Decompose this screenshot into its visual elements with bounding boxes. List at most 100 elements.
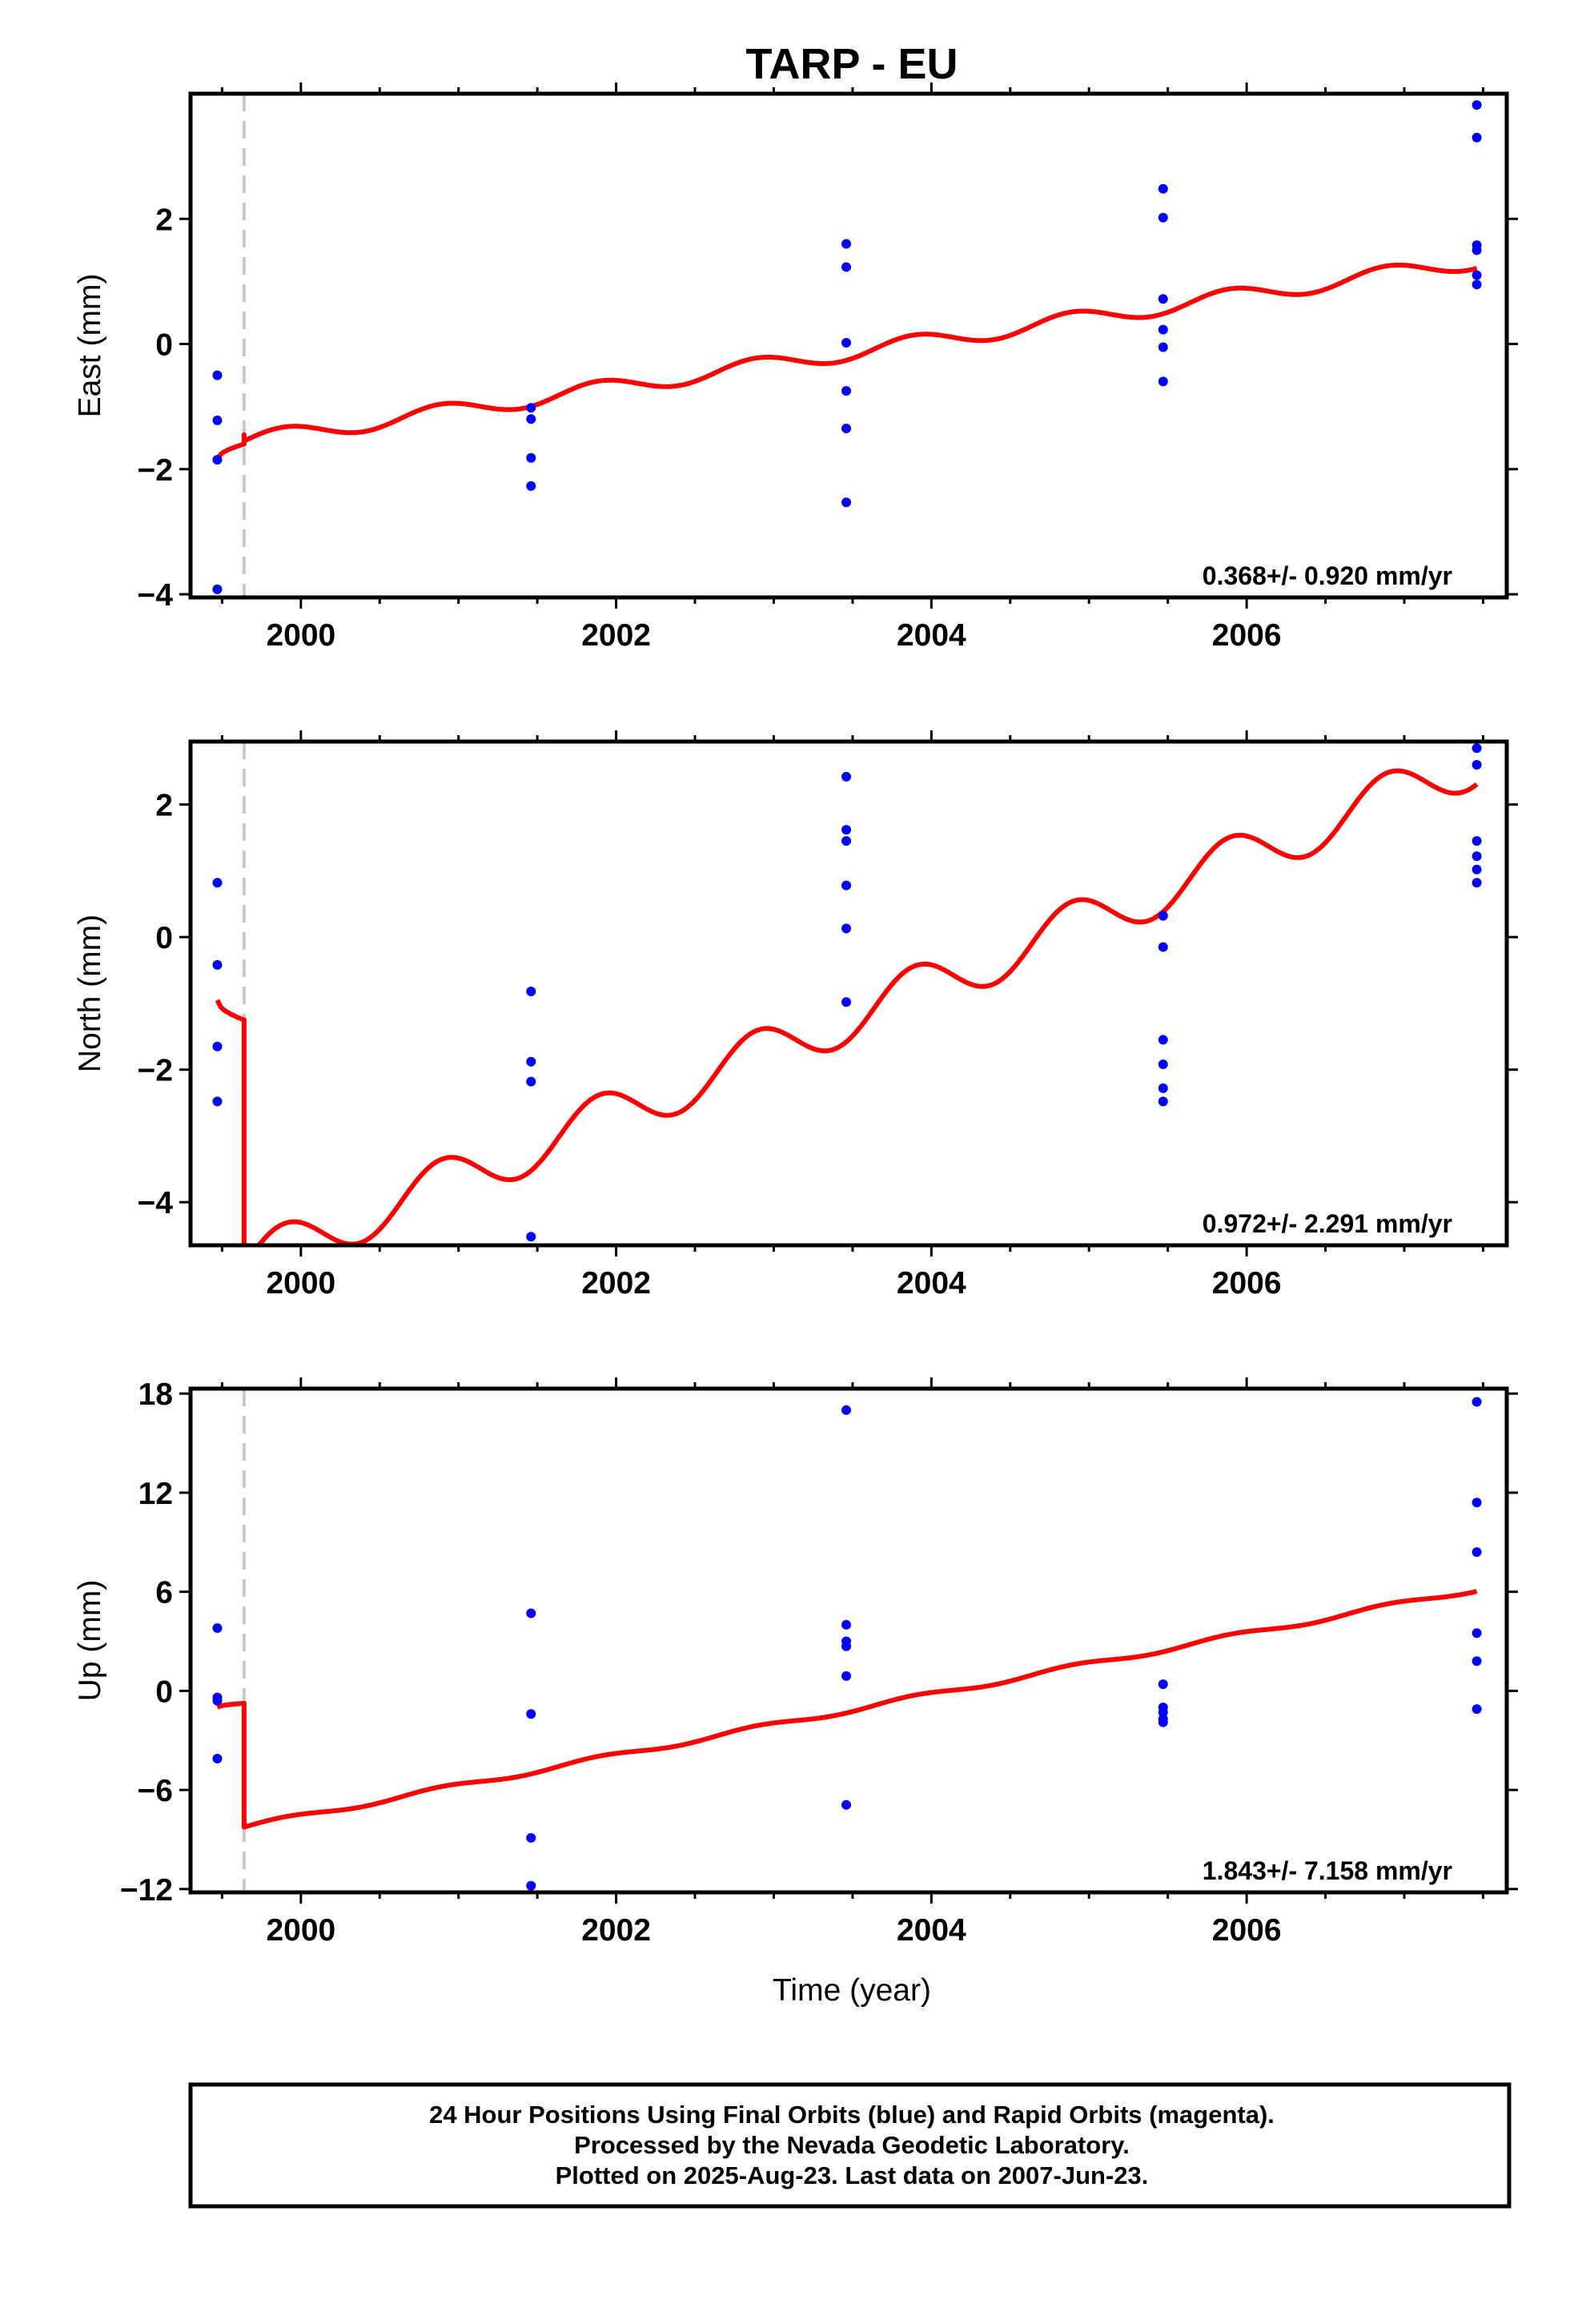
x-tick-label: 2000	[266, 618, 335, 653]
data-point	[212, 878, 223, 888]
data-point	[1158, 212, 1168, 223]
chart-title: TARP - EU	[745, 40, 958, 88]
east-panel: 2000 2002 2004 2006 −4 −2 0 2 East (mm) 0.368+/- …	[73, 82, 1518, 653]
data-point	[526, 1056, 536, 1067]
y-tick-label: 0	[155, 1675, 173, 1709]
data-point	[1472, 878, 1482, 888]
rate-label: 1.843+/- 7.158 mm/yr	[1203, 1856, 1452, 1885]
data-point	[212, 1695, 223, 1706]
plot-area	[212, 100, 1482, 594]
x-tick-label: 2002	[581, 618, 651, 653]
rate-label: 0.972+/- 2.291 mm/yr	[1203, 1209, 1452, 1238]
data-point	[526, 987, 536, 997]
x-tick-label: 2006	[1212, 618, 1282, 653]
data-point	[841, 825, 852, 835]
data-point	[212, 1096, 223, 1107]
data-point	[526, 480, 536, 491]
data-point	[841, 239, 852, 249]
data-point	[1472, 1397, 1482, 1407]
y-tick-label: 0	[155, 921, 173, 955]
y-tick-label: 0	[155, 328, 173, 363]
data-point	[1158, 1035, 1168, 1045]
x-tick-label: 2006	[1212, 1913, 1282, 1948]
data-point	[212, 1753, 223, 1763]
data-point	[1472, 1498, 1482, 1508]
footer-box	[188, 2082, 1512, 2209]
y-tick-label: −2	[138, 453, 173, 488]
data-point	[841, 880, 852, 891]
plot-frame	[188, 739, 1509, 1248]
data-point	[841, 1405, 852, 1415]
data-point	[1158, 942, 1168, 952]
plot-area	[212, 743, 1482, 1245]
data-point	[1158, 1096, 1168, 1107]
x-tick-label: 2000	[266, 1266, 335, 1301]
data-point	[1472, 1656, 1482, 1667]
data-point	[841, 337, 852, 348]
y-tick-label: −12	[120, 1873, 173, 1908]
data-point	[526, 1608, 536, 1618]
plot-area	[212, 1397, 1482, 1891]
data-point	[1158, 1717, 1168, 1727]
x-tick-label: 2004	[897, 1266, 966, 1301]
x-tick-label: 2004	[897, 1913, 966, 1948]
y-tick-label: 12	[139, 1477, 173, 1511]
y-tick-label: 2	[155, 789, 173, 823]
data-point	[1472, 864, 1482, 875]
data-point	[841, 1641, 852, 1651]
data-point	[212, 370, 223, 380]
data-point	[212, 959, 223, 970]
data-point	[1472, 132, 1482, 143]
x-axis-label: Time (year)	[773, 1973, 931, 2008]
up-panel: 2000 2002 2004 2006 −12 −6 0 6 12 18 Up (mm) 1.843+…	[73, 1377, 1518, 1948]
data-point	[1158, 1707, 1168, 1718]
data-point	[841, 923, 852, 934]
data-point	[1158, 1679, 1168, 1690]
data-point	[212, 584, 223, 594]
data-point	[841, 836, 852, 846]
data-point	[212, 415, 223, 425]
y-tick-label: −4	[138, 578, 174, 613]
model-line	[216, 1589, 1478, 1830]
data-point	[526, 1832, 536, 1843]
x-tick-label: 2002	[581, 1266, 651, 1301]
data-point	[841, 1799, 852, 1810]
data-point	[526, 403, 536, 413]
data-point	[1158, 1059, 1168, 1070]
y-tick-label: 2	[155, 203, 173, 237]
data-point	[1472, 270, 1482, 280]
y-axis-label: North (mm)	[73, 915, 107, 1072]
data-point	[841, 424, 852, 434]
data-point	[526, 414, 536, 424]
y-tick-label: −4	[138, 1186, 174, 1220]
data-point	[841, 1619, 852, 1630]
data-point	[1158, 183, 1168, 194]
x-tick-label: 2002	[581, 1913, 651, 1948]
x-tick-label: 2004	[897, 618, 966, 653]
y-axis-label: East (mm)	[73, 274, 107, 418]
y-tick-label: 18	[139, 1377, 173, 1412]
plot-frame	[188, 1386, 1509, 1895]
data-point	[1472, 759, 1482, 770]
data-point	[841, 771, 852, 782]
data-point	[1472, 1628, 1482, 1638]
data-point	[1472, 279, 1482, 290]
north-panel: 2000 2002 2004 2006 −4 −2 0 2 North (mm) 0.972+/-…	[73, 730, 1518, 1301]
y-tick-label: 6	[155, 1576, 173, 1610]
data-point	[1158, 294, 1168, 304]
data-point	[212, 455, 223, 465]
data-point	[1158, 324, 1168, 335]
y-axis-label: Up (mm)	[73, 1580, 107, 1702]
x-tick-label: 2000	[266, 1913, 335, 1948]
data-point	[841, 386, 852, 396]
data-point	[1472, 1704, 1482, 1715]
model-line	[215, 768, 1479, 1245]
footer-line-1: 24 Hour Positions Using Final Orbits (bl…	[429, 2101, 1275, 2129]
y-tick-label: −2	[138, 1054, 173, 1088]
plot-frame	[188, 91, 1509, 600]
data-point	[841, 997, 852, 1007]
data-point	[1472, 100, 1482, 111]
data-point	[841, 262, 852, 272]
y-tick-label: −6	[138, 1774, 173, 1808]
